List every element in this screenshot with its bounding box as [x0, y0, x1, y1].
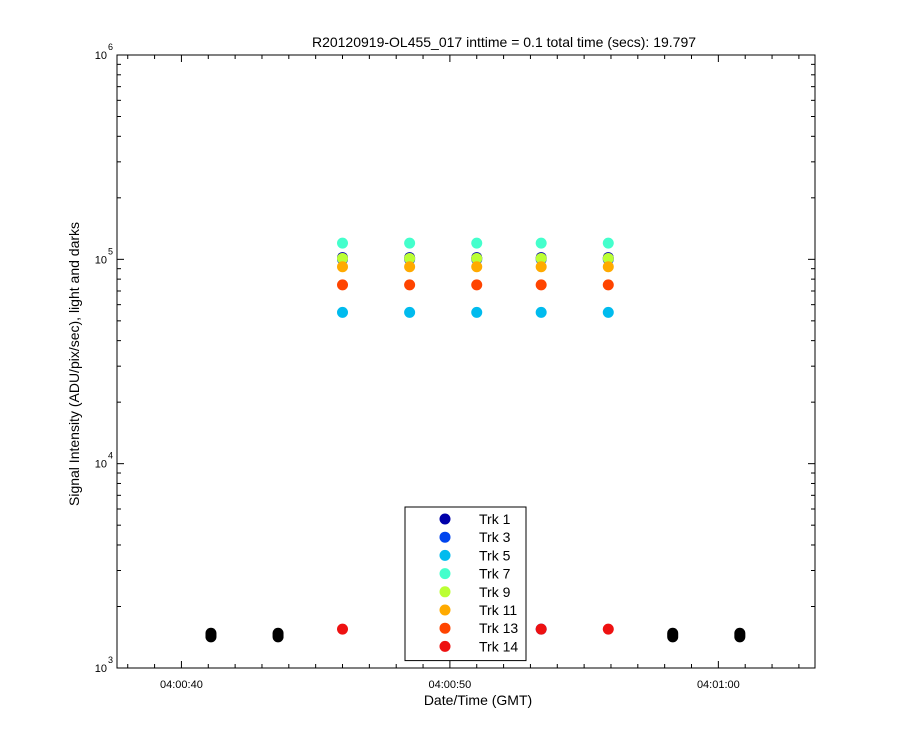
data-point-trk-5: [602, 306, 614, 318]
data-point-trk-9: [337, 252, 349, 264]
data-point-trk-11: [337, 261, 349, 273]
data-point-trk-14: [535, 623, 547, 635]
data-point-trk-9: [535, 252, 547, 264]
legend-label: Trk 11: [479, 602, 517, 618]
data-point-trk-5: [404, 306, 416, 318]
legend-label: Trk 1: [479, 511, 511, 527]
data-point-trk-7: [404, 237, 416, 249]
y-tick-label: 10: [95, 663, 107, 675]
legend: Trk 1 Trk 3 Trk 5 Trk 7 Trk 9 Trk 11 Trk 13 Trk…: [404, 506, 527, 662]
data-point-trk-13: [471, 279, 483, 291]
legend-label: Trk 14: [479, 638, 518, 654]
y-tick-label: 10: [95, 254, 107, 266]
y-tick-label: 10: [95, 50, 107, 62]
x-tick-label: 04:01:00: [697, 679, 740, 691]
y-tick-exponent: 5: [108, 246, 113, 256]
data-point-trk-14: [337, 623, 349, 635]
legend-marker: [439, 549, 451, 561]
chart-title: R20120919-OL455_017 inttime = 0.1 total …: [312, 34, 696, 50]
y-tick-exponent: 4: [108, 451, 113, 461]
data-point-trk-9: [471, 252, 483, 264]
data-point-trk-9: [602, 252, 614, 264]
data-point-trk-5: [535, 306, 547, 318]
data-point-trk-11: [602, 261, 614, 273]
dark-point: [734, 627, 746, 639]
data-point-trk-11: [471, 261, 483, 273]
legend-marker: [439, 622, 451, 634]
legend-label: Trk 3: [479, 529, 511, 545]
dark-point: [667, 627, 679, 639]
points-layer: [205, 237, 746, 643]
y-tick-exponent: 6: [108, 42, 113, 52]
legend-marker: [439, 586, 451, 598]
y-tick-label: 10: [95, 459, 107, 471]
legend-marker: [439, 568, 451, 580]
data-point-trk-14: [602, 623, 614, 635]
data-point-trk-7: [337, 237, 349, 249]
data-point-trk-9: [404, 252, 416, 264]
dark-point: [205, 627, 217, 639]
legend-label: Trk 13: [479, 620, 518, 636]
x-tick-label: 04:00:40: [160, 679, 203, 691]
x-tick-label: 04:00:50: [428, 679, 471, 691]
legend-marker: [439, 604, 451, 616]
dark-point: [272, 627, 284, 639]
legend-marker: [439, 640, 451, 652]
y-axis-label: Signal Intensity (ADU/pix/sec), light an…: [66, 222, 82, 506]
data-point-trk-5: [471, 306, 483, 318]
data-point-trk-13: [602, 279, 614, 291]
data-point-trk-5: [337, 306, 349, 318]
legend-label: Trk 9: [479, 584, 511, 600]
legend-box: [404, 506, 527, 662]
x-axis-label: Date/Time (GMT): [424, 692, 532, 708]
data-point-trk-7: [535, 237, 547, 249]
legend-marker: [439, 531, 451, 543]
legend-label: Trk 7: [479, 566, 511, 582]
legend-label: Trk 5: [479, 547, 511, 563]
data-point-trk-11: [404, 261, 416, 273]
data-point-trk-13: [404, 279, 416, 291]
y-tick-exponent: 3: [108, 655, 113, 665]
legend-marker: [439, 513, 451, 525]
data-point-trk-7: [602, 237, 614, 249]
data-point-trk-13: [337, 279, 349, 291]
data-point-trk-7: [471, 237, 483, 249]
data-point-trk-11: [535, 261, 547, 273]
data-point-trk-13: [535, 279, 547, 291]
